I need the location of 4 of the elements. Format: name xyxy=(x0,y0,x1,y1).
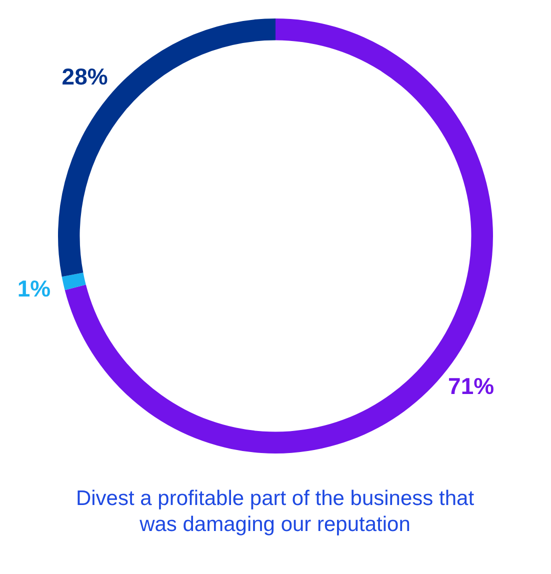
data-label: 1% xyxy=(17,275,51,302)
text: Divest a profitable part of the business that was damaging our reputation xyxy=(75,486,475,538)
data-label: 28% xyxy=(62,64,108,90)
data-label: 71% xyxy=(448,373,494,400)
